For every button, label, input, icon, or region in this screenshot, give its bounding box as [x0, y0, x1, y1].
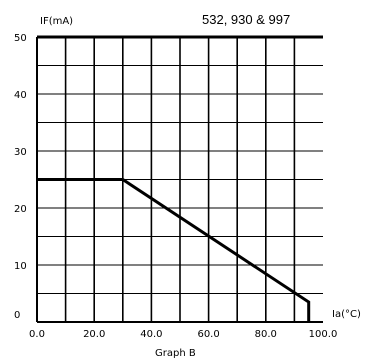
- x-tick-label: 40.0: [140, 329, 162, 340]
- y-tick-label: 40: [14, 90, 27, 101]
- x-tick-label: 20.0: [83, 329, 105, 340]
- y-tick-label: 0: [14, 310, 20, 321]
- x-axis-unit-label: Ia(°C): [332, 309, 361, 320]
- x-tick-label: 80.0: [255, 329, 277, 340]
- chart-grid: [37, 37, 323, 322]
- y-tick-label: 10: [14, 261, 27, 272]
- x-tick-label: 100.0: [309, 329, 338, 340]
- series-line: [37, 178, 311, 322]
- chart-title: 532, 930 & 997: [202, 12, 290, 27]
- series-layer: [37, 178, 311, 322]
- x-tick-label: 60.0: [197, 329, 219, 340]
- x-tick-label: 0.0: [29, 329, 45, 340]
- y-tick-label: 50: [14, 33, 27, 44]
- y-tick-label: 20: [14, 204, 27, 215]
- chart-caption: Graph B: [155, 348, 196, 359]
- tick-labels: 0 10 20 30 40 50 0.0 20.0 40.0 60.0 80.0 100.0: [14, 33, 337, 340]
- y-tick-label: 30: [14, 147, 27, 158]
- y-axis-label: IF(mA): [40, 16, 73, 27]
